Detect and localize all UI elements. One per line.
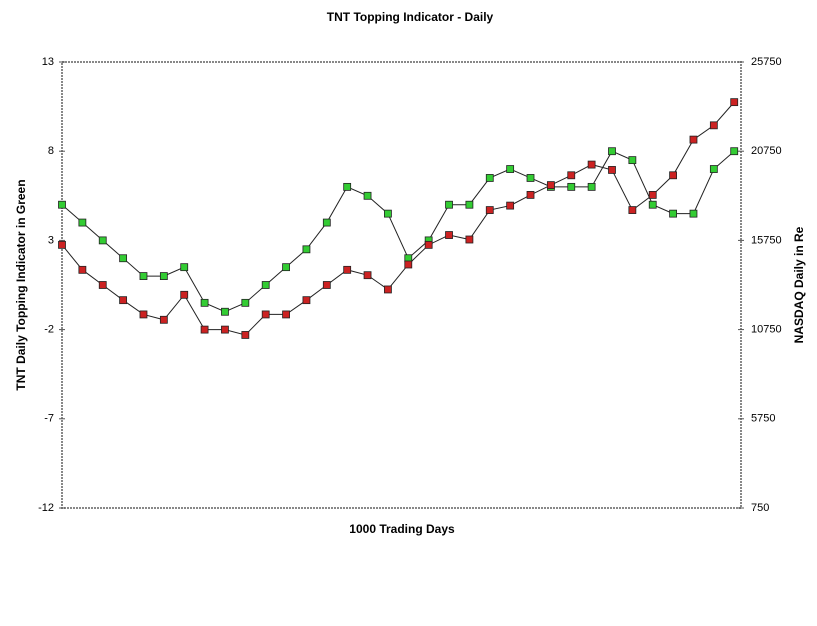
- marker: [282, 310, 290, 319]
- marker: [241, 331, 250, 339]
- marker: [221, 307, 229, 316]
- marker: [261, 310, 270, 319]
- marker: [485, 174, 494, 182]
- marker: [546, 181, 555, 189]
- marker: [139, 310, 148, 319]
- marker: [465, 200, 474, 209]
- y2-tick-label: 15750: [751, 234, 782, 246]
- y-tick-label: -2: [44, 324, 54, 336]
- marker: [465, 235, 474, 244]
- marker: [363, 191, 372, 200]
- marker: [608, 166, 616, 174]
- y-tick-label: 8: [48, 145, 54, 157]
- marker: [200, 325, 209, 334]
- marker: [221, 325, 229, 334]
- marker: [587, 182, 596, 191]
- marker: [139, 272, 148, 280]
- y2-tick-label: 10750: [751, 324, 782, 336]
- marker: [261, 281, 270, 289]
- marker: [709, 165, 718, 173]
- y-tick-label: -12: [38, 502, 54, 514]
- marker: [526, 191, 535, 199]
- y2-tick-label: 25750: [751, 56, 782, 68]
- marker: [322, 218, 331, 227]
- plot-frame: [61, 61, 742, 509]
- marker: [506, 165, 515, 173]
- marker: [343, 182, 352, 191]
- marker: [302, 245, 311, 254]
- marker: [159, 272, 168, 280]
- marker: [608, 147, 616, 156]
- marker: [98, 281, 107, 289]
- marker: [241, 298, 250, 307]
- marker: [445, 200, 453, 209]
- marker: [730, 98, 739, 107]
- marker: [628, 156, 637, 165]
- x-axis-label: 1000 Trading Days: [349, 522, 455, 536]
- y2-tick-label: 750: [751, 502, 769, 514]
- marker: [343, 265, 352, 274]
- marker: [628, 206, 637, 214]
- series-line: [61, 150, 735, 313]
- marker: [485, 206, 494, 214]
- y-tick-label: 3: [48, 234, 54, 246]
- marker: [58, 240, 66, 249]
- marker: [98, 236, 107, 245]
- marker: [58, 200, 66, 209]
- marker: [119, 254, 128, 263]
- y2-tick-label: 20750: [751, 145, 782, 157]
- marker: [506, 201, 515, 210]
- marker: [78, 218, 87, 227]
- marker: [282, 263, 290, 272]
- marker: [180, 290, 189, 299]
- marker: [648, 200, 657, 209]
- marker: [567, 182, 576, 191]
- marker: [119, 296, 128, 305]
- y-axis-label: TNT Daily Topping Indicator in Green: [14, 179, 28, 390]
- marker: [363, 271, 372, 280]
- marker: [384, 209, 392, 218]
- marker: [78, 265, 87, 274]
- marker: [322, 281, 331, 289]
- chart-title: TNT Topping Indicator - Daily: [327, 10, 494, 24]
- y-tick-label: 13: [42, 56, 54, 68]
- marker: [445, 231, 453, 239]
- y2-axis-label: NASDAQ Daily in Re: [792, 226, 806, 343]
- marker: [730, 147, 739, 156]
- marker: [404, 260, 413, 269]
- marker: [689, 209, 698, 218]
- y2-tick-label: 5750: [751, 413, 775, 425]
- marker: [669, 209, 677, 218]
- marker: [587, 160, 596, 169]
- marker: [384, 285, 392, 294]
- marker: [709, 121, 718, 130]
- marker: [526, 174, 535, 182]
- marker: [159, 315, 168, 324]
- marker: [567, 171, 576, 180]
- marker: [200, 298, 209, 307]
- marker: [180, 263, 189, 272]
- marker: [424, 240, 433, 249]
- marker: [648, 191, 657, 199]
- marker: [669, 171, 677, 180]
- y-tick-label: -7: [44, 413, 54, 425]
- series-line: [61, 101, 735, 336]
- marker: [302, 296, 311, 305]
- marker: [689, 135, 698, 144]
